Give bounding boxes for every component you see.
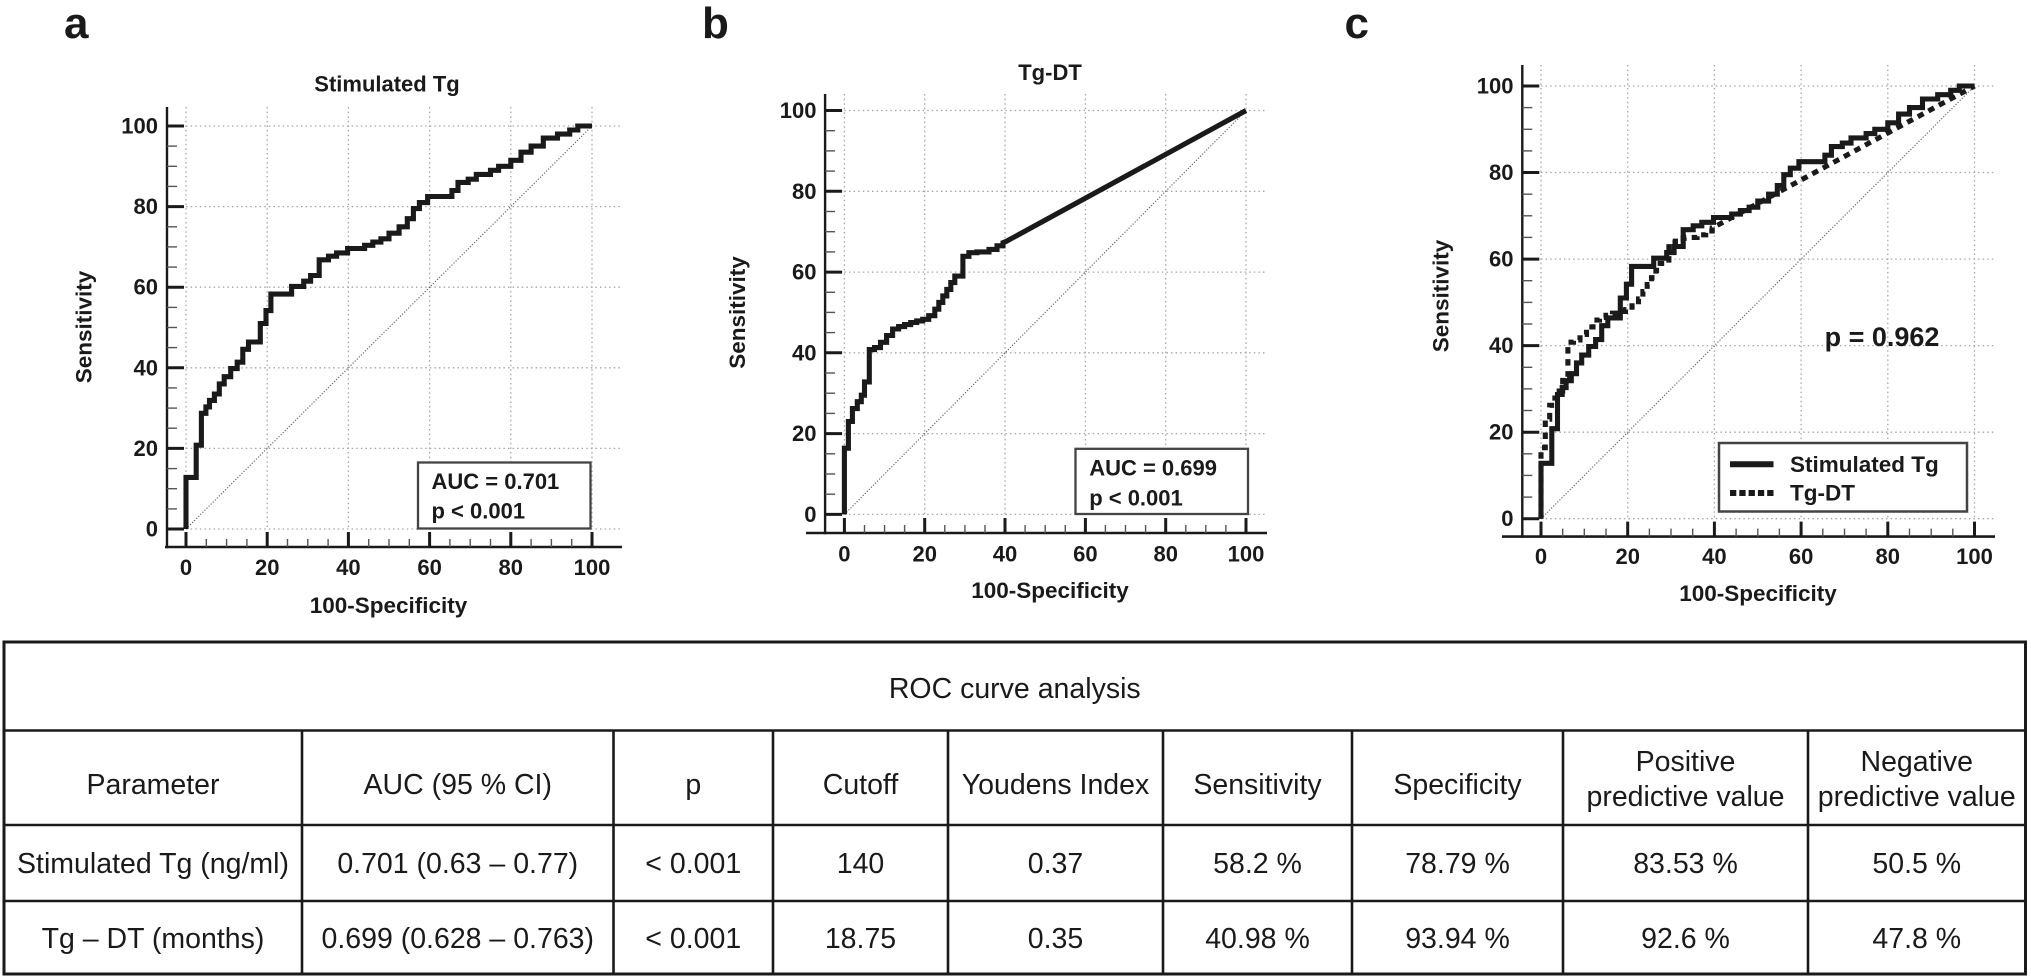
svg-text:0.701 (0.63 – 0.77): 0.701 (0.63 – 0.77) bbox=[337, 848, 578, 880]
svg-text:83.53 %: 83.53 % bbox=[1633, 848, 1738, 880]
svg-text:100: 100 bbox=[121, 114, 158, 139]
svg-text:100-Specificity: 100-Specificity bbox=[310, 593, 468, 618]
svg-text:Negative: Negative bbox=[1861, 746, 1973, 778]
svg-text:p = 0.962: p = 0.962 bbox=[1825, 322, 1940, 352]
svg-text:60: 60 bbox=[134, 275, 158, 300]
svg-text:20: 20 bbox=[1615, 544, 1639, 569]
svg-text:140: 140 bbox=[837, 848, 885, 880]
svg-text:Tg-DT: Tg-DT bbox=[1018, 60, 1082, 85]
svg-text:40.98 %: 40.98 % bbox=[1205, 923, 1310, 955]
svg-text:0.35: 0.35 bbox=[1028, 923, 1083, 955]
svg-text:20: 20 bbox=[1489, 420, 1513, 445]
svg-text:93.94 %: 93.94 % bbox=[1405, 923, 1510, 955]
svg-text:100-Specificity: 100-Specificity bbox=[971, 578, 1129, 603]
svg-text:0.699 (0.628 – 0.763): 0.699 (0.628 – 0.763) bbox=[321, 923, 594, 955]
svg-text:a: a bbox=[64, 0, 89, 48]
svg-text:100-Specificity: 100-Specificity bbox=[1679, 581, 1837, 606]
svg-text:p < 0.001: p < 0.001 bbox=[432, 499, 526, 524]
svg-text:20: 20 bbox=[134, 436, 158, 461]
svg-text:40: 40 bbox=[1702, 544, 1726, 569]
svg-text:40: 40 bbox=[993, 542, 1017, 567]
svg-text:80: 80 bbox=[499, 555, 523, 580]
svg-text:Tg – DT (months): Tg – DT (months) bbox=[42, 923, 265, 955]
svg-text:0: 0 bbox=[180, 555, 192, 580]
svg-text:< 0.001: < 0.001 bbox=[645, 848, 741, 880]
svg-text:92.6 %: 92.6 % bbox=[1641, 923, 1730, 955]
svg-text:AUC (95 % CI): AUC (95 % CI) bbox=[364, 769, 552, 801]
svg-text:Sensitivity: Sensitivity bbox=[1429, 239, 1454, 352]
svg-text:c: c bbox=[1345, 0, 1369, 48]
svg-text:40: 40 bbox=[134, 355, 158, 380]
svg-text:0: 0 bbox=[1501, 506, 1513, 531]
svg-text:100: 100 bbox=[1228, 542, 1265, 567]
svg-text:60: 60 bbox=[1489, 247, 1513, 272]
svg-text:20: 20 bbox=[792, 421, 816, 446]
svg-text:60: 60 bbox=[1789, 544, 1813, 569]
svg-text:predictive value: predictive value bbox=[1818, 781, 2016, 813]
svg-text:100: 100 bbox=[1956, 544, 1993, 569]
svg-text:0: 0 bbox=[804, 502, 816, 527]
svg-text:40: 40 bbox=[336, 555, 360, 580]
svg-text:0: 0 bbox=[838, 542, 850, 567]
svg-text:Youdens Index: Youdens Index bbox=[962, 769, 1150, 801]
svg-text:Stimulated Tg: Stimulated Tg bbox=[1790, 452, 1939, 477]
svg-text:80: 80 bbox=[134, 194, 158, 219]
svg-text:20: 20 bbox=[255, 555, 279, 580]
svg-text:100: 100 bbox=[1477, 74, 1514, 99]
svg-text:80: 80 bbox=[792, 179, 816, 204]
svg-text:80: 80 bbox=[1489, 160, 1513, 185]
svg-text:40: 40 bbox=[1489, 333, 1513, 358]
svg-text:Sensitivity: Sensitivity bbox=[1193, 769, 1322, 801]
svg-text:p < 0.001: p < 0.001 bbox=[1089, 485, 1183, 510]
svg-text:47.8 %: 47.8 % bbox=[1872, 923, 1961, 955]
svg-text:Specificity: Specificity bbox=[1393, 769, 1522, 801]
svg-text:predictive value: predictive value bbox=[1586, 781, 1784, 813]
svg-text:60: 60 bbox=[417, 555, 441, 580]
svg-text:Positive: Positive bbox=[1636, 746, 1736, 778]
svg-text:b: b bbox=[702, 0, 729, 48]
svg-text:Stimulated Tg: Stimulated Tg bbox=[314, 72, 459, 97]
svg-text:18.75: 18.75 bbox=[825, 923, 896, 955]
svg-text:0.37: 0.37 bbox=[1028, 848, 1083, 880]
svg-text:58.2 %: 58.2 % bbox=[1213, 848, 1302, 880]
svg-text:AUC = 0.699: AUC = 0.699 bbox=[1089, 456, 1217, 481]
svg-text:60: 60 bbox=[1073, 542, 1097, 567]
svg-text:0: 0 bbox=[146, 517, 158, 542]
svg-text:< 0.001: < 0.001 bbox=[645, 923, 741, 955]
svg-text:80: 80 bbox=[1876, 544, 1900, 569]
svg-text:Sensitivity: Sensitivity bbox=[72, 270, 97, 383]
svg-text:Sensitivity: Sensitivity bbox=[725, 256, 750, 369]
svg-text:100: 100 bbox=[780, 98, 817, 123]
svg-text:50.5 %: 50.5 % bbox=[1872, 848, 1961, 880]
svg-text:0: 0 bbox=[1535, 544, 1547, 569]
svg-text:20: 20 bbox=[912, 542, 936, 567]
svg-text:ROC curve analysis: ROC curve analysis bbox=[889, 673, 1141, 705]
svg-text:100: 100 bbox=[574, 555, 611, 580]
svg-text:p: p bbox=[685, 769, 701, 801]
svg-text:Parameter: Parameter bbox=[86, 769, 220, 801]
svg-text:80: 80 bbox=[1153, 542, 1177, 567]
svg-text:40: 40 bbox=[792, 340, 816, 365]
svg-text:Tg-DT: Tg-DT bbox=[1790, 481, 1855, 506]
svg-text:60: 60 bbox=[792, 260, 816, 285]
svg-text:AUC = 0.701: AUC = 0.701 bbox=[432, 469, 560, 494]
svg-text:Cutoff: Cutoff bbox=[823, 769, 899, 801]
svg-text:Stimulated Tg (ng/ml): Stimulated Tg (ng/ml) bbox=[17, 848, 289, 880]
svg-text:78.79 %: 78.79 % bbox=[1405, 848, 1510, 880]
